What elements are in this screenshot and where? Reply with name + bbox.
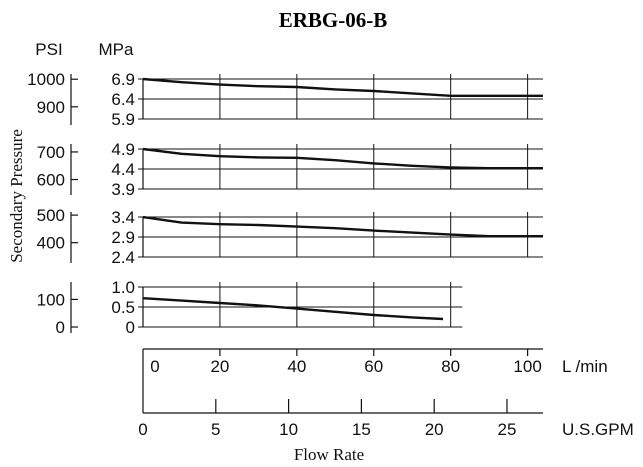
- mpa-unit-label: MPa: [99, 40, 135, 59]
- mpa-tick-label: 0: [126, 318, 135, 337]
- psi-tick-label: 100: [37, 290, 65, 309]
- x-secondary-tick-label: 10: [279, 420, 298, 439]
- x-primary-tick-label: 100: [513, 357, 541, 376]
- x-secondary-tick-label: 5: [211, 420, 220, 439]
- mpa-tick-label: 4.9: [111, 140, 135, 159]
- mpa-tick-label: 1.0: [111, 278, 135, 297]
- mpa-tick-label: 2.9: [111, 228, 135, 247]
- pressure-curve: [142, 215, 543, 238]
- x-secondary-tick-label: 25: [498, 420, 517, 439]
- chart-panels: 6.96.45.910009004.94.43.97006003.42.92.4…: [27, 70, 543, 337]
- x-secondary-tick-label: 0: [138, 420, 147, 439]
- x-primary-tick-label: 0: [150, 357, 159, 376]
- panel-1: 6.96.45.9 1000 900: [27, 70, 543, 129]
- x-primary-unit: L /min: [562, 357, 608, 376]
- x-secondary-tick-label: 15: [352, 420, 371, 439]
- mpa-tick-label: 5.9: [111, 110, 135, 129]
- mpa-tick-label: 3.9: [111, 180, 135, 199]
- mpa-tick-label: 4.4: [111, 160, 135, 179]
- panel-3: 3.42.92.4 500 400: [37, 206, 543, 267]
- mpa-tick-label: 6.4: [111, 90, 135, 109]
- pressure-curve: [142, 77, 543, 98]
- psi-tick-label: 700: [37, 143, 65, 162]
- panel-2: 4.94.43.9 700 600: [37, 140, 543, 199]
- x-primary-tick-label: 40: [287, 357, 306, 376]
- mpa-tick-label: 2.4: [111, 248, 135, 267]
- psi-unit-label: PSI: [35, 40, 62, 59]
- flow-rate-axis: 0 20 40 60 80 100 0 5 10 15 20 25: [138, 348, 543, 439]
- x-secondary-unit: U.S.GPM: [562, 420, 634, 439]
- mpa-tick-label: 6.9: [111, 70, 135, 89]
- psi-tick-label: 900: [37, 98, 65, 117]
- mpa-tick-label: 3.4: [111, 208, 135, 227]
- x-primary-tick-label: 20: [210, 357, 229, 376]
- psi-tick-label: 400: [37, 234, 65, 253]
- psi-tick-label: 600: [37, 171, 65, 190]
- psi-tick-label: 500: [37, 206, 65, 225]
- x-primary-tick-label: 80: [441, 357, 460, 376]
- psi-tick-label: 1000: [27, 70, 65, 89]
- x-primary-tick-label: 60: [364, 357, 383, 376]
- x-axis-title: Flow Rate: [294, 445, 364, 464]
- pressure-curve: [142, 297, 444, 321]
- mpa-tick-label: 0.5: [111, 298, 135, 317]
- psi-tick-label: 0: [56, 318, 65, 337]
- y-axis-title: Secondary Pressure: [7, 129, 26, 263]
- chart-title: ERBG-06-B: [279, 8, 388, 32]
- x-secondary-tick-label: 20: [425, 420, 444, 439]
- pressure-curve: [142, 147, 543, 170]
